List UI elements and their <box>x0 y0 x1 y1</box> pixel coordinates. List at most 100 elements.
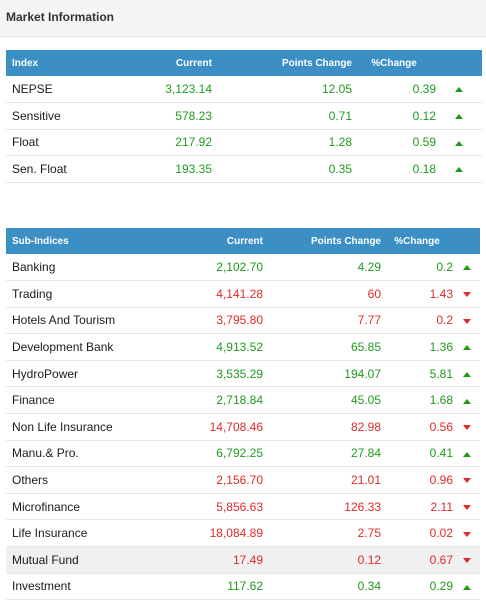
row-points-change: 65.85 <box>350 340 381 355</box>
row-pct-change: 1.36 <box>429 340 453 355</box>
row-points-change: 27.84 <box>350 446 381 461</box>
triangle-up-icon <box>462 451 471 457</box>
table-row[interactable]: Trading 4,141.28 60 1.43 <box>6 281 480 308</box>
row-name[interactable]: Trading <box>12 286 53 301</box>
table-row[interactable]: Development Bank 4,913.52 65.85 1.36 <box>6 334 480 361</box>
col-header-current[interactable]: Current <box>175 57 212 69</box>
row-name[interactable]: Mutual Fund <box>12 552 79 567</box>
row-name[interactable]: Development Bank <box>12 340 114 355</box>
trend-cell <box>453 467 480 494</box>
row-pct-change: 1.43 <box>429 286 453 301</box>
row-name[interactable]: Sen. Float <box>12 162 67 177</box>
trend-cell <box>453 254 480 281</box>
table-row[interactable]: Mutual Fund 17.49 0.12 0.67 <box>6 546 480 574</box>
row-current: 578.23 <box>175 108 212 123</box>
table-row[interactable]: Hotels And Tourism 3,795.80 7.77 0.2 <box>6 307 480 334</box>
row-current: 5,856.63 <box>216 499 263 514</box>
table-row[interactable]: Investment 117.62 0.34 0.29 <box>6 573 480 600</box>
col-header-pct-change[interactable]: %Change <box>394 235 440 247</box>
trend-cell <box>453 520 480 547</box>
triangle-down-icon <box>462 318 471 324</box>
row-name[interactable]: Non Life Insurance <box>12 419 113 434</box>
row-name[interactable]: Banking <box>12 260 56 275</box>
row-points-change: 4.29 <box>357 260 381 275</box>
triangle-down-icon <box>462 292 471 298</box>
trend-cell <box>453 493 480 520</box>
row-name[interactable]: Hotels And Tourism <box>12 313 116 328</box>
row-name[interactable]: Microfinance <box>12 499 81 514</box>
row-points-change: 82.98 <box>350 419 381 434</box>
table-row[interactable]: Sen. Float 193.35 0.35 0.18 <box>6 156 482 183</box>
triangle-up-icon <box>462 398 471 404</box>
row-points-change: 60 <box>367 286 381 301</box>
table-row[interactable]: Manu.& Pro. 6,792.25 27.84 0.41 <box>6 440 480 467</box>
row-pct-change: 2.11 <box>430 499 453 514</box>
col-header-sub-indices[interactable]: Sub-Indices <box>12 235 69 247</box>
row-current: 6,792.25 <box>216 446 263 461</box>
row-name[interactable]: Manu.& Pro. <box>12 446 79 461</box>
row-current: 3,535.29 <box>216 366 263 381</box>
trend-cell <box>453 414 480 441</box>
triangle-down-icon <box>462 531 471 537</box>
table-row[interactable]: Finance 2,718.84 45.05 1.68 <box>6 387 480 414</box>
trend-cell <box>436 103 482 130</box>
triangle-up-icon <box>462 345 471 351</box>
row-points-change: 0.71 <box>328 108 352 123</box>
table-row[interactable]: Banking 2,102.70 4.29 0.2 <box>6 254 480 281</box>
row-name[interactable]: Finance <box>12 393 55 408</box>
row-pct-change: 0.12 <box>412 108 436 123</box>
row-name[interactable]: Life Insurance <box>12 526 88 541</box>
triangle-up-icon <box>455 87 463 93</box>
table-row[interactable]: Others 2,156.70 21.01 0.96 <box>6 467 480 494</box>
row-points-change: 0.12 <box>357 552 381 567</box>
table-row[interactable]: NEPSE 3,123.14 12.05 0.39 <box>6 76 482 103</box>
table-row[interactable]: Non Life Insurance 14,708.46 82.98 0.56 <box>6 414 480 441</box>
row-pct-change: 0.02 <box>429 526 453 541</box>
table-row[interactable]: Life Insurance 18,084.89 2.75 0.02 <box>6 520 480 547</box>
row-current: 18,084.89 <box>209 526 263 541</box>
row-name[interactable]: Sensitive <box>12 108 61 123</box>
row-current: 17.49 <box>232 552 263 567</box>
row-name[interactable]: NEPSE <box>12 82 53 97</box>
table-row[interactable]: Microfinance 5,856.63 126.33 2.11 <box>6 493 480 520</box>
triangle-up-icon <box>462 372 471 377</box>
triangle-up-icon <box>462 584 471 590</box>
row-points-change: 194.07 <box>344 366 381 381</box>
row-pct-change: 0.39 <box>412 82 436 97</box>
panel-header: Market Information <box>0 0 486 37</box>
table-row[interactable]: Float 217.92 1.28 0.59 <box>6 129 482 156</box>
row-points-change: 0.35 <box>328 162 352 177</box>
row-current: 4,141.28 <box>216 286 263 301</box>
row-name[interactable]: Float <box>12 135 39 150</box>
row-current: 2,718.84 <box>216 393 263 408</box>
row-points-change: 12.05 <box>321 82 352 97</box>
row-current: 3,123.14 <box>165 82 212 97</box>
trend-cell <box>453 547 480 574</box>
row-pct-change: 0.18 <box>412 162 436 177</box>
table-row[interactable]: HydroPower 3,535.29 194.07 5.81 <box>6 360 480 387</box>
trend-cell <box>436 129 482 156</box>
row-current: 14,708.46 <box>209 419 263 434</box>
triangle-down-icon <box>462 425 471 431</box>
triangle-down-icon <box>462 504 471 510</box>
row-name[interactable]: HydroPower <box>12 366 79 381</box>
table-row[interactable]: Sensitive 578.23 0.71 0.12 <box>6 103 482 130</box>
row-pct-change: 0.96 <box>429 473 453 488</box>
row-pct-change: 0.2 <box>436 313 453 328</box>
trend-cell <box>453 573 480 600</box>
col-header-points-change[interactable]: Points Change <box>310 235 381 247</box>
index-table: Index Current Points Change %Change NEPS… <box>6 50 482 183</box>
row-name[interactable]: Others <box>12 473 49 488</box>
row-pct-change: 0.59 <box>412 135 436 150</box>
row-points-change: 2.75 <box>357 526 381 541</box>
row-points-change: 1.28 <box>328 135 352 150</box>
trend-cell <box>453 281 480 308</box>
col-header-points-change[interactable]: Points Change <box>281 57 352 69</box>
row-pct-change: 0.56 <box>429 419 453 434</box>
row-name[interactable]: Investment <box>12 579 71 594</box>
col-header-current[interactable]: Current <box>226 235 263 247</box>
row-current: 4,913.52 <box>216 340 263 355</box>
col-header-index[interactable]: Index <box>12 57 39 69</box>
row-pct-change: 5.81 <box>429 366 453 381</box>
col-header-pct-change[interactable]: %Change <box>371 57 417 69</box>
